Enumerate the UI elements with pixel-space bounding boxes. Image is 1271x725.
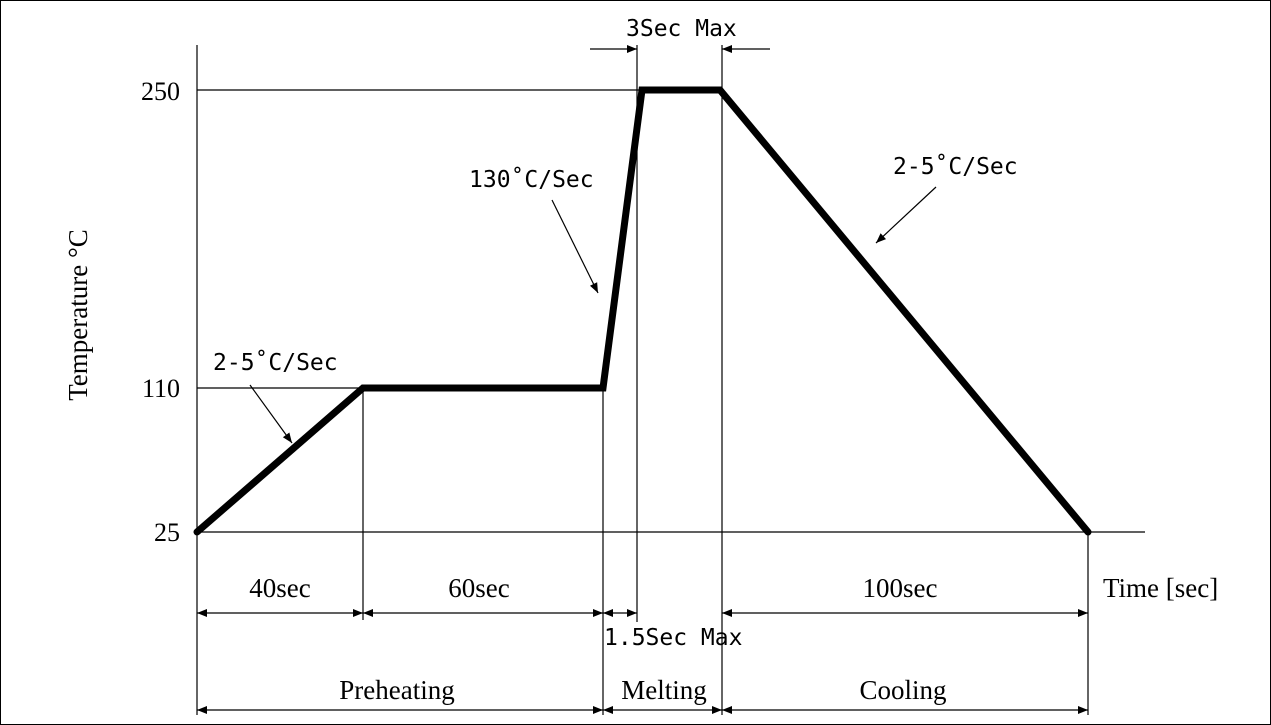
preheat-rate-arrow bbox=[249, 384, 293, 444]
y-axis-label: Temperature °C bbox=[63, 229, 93, 401]
cooling-duration-label: 100sec bbox=[863, 573, 938, 603]
y-tick-250: 250 bbox=[141, 77, 180, 106]
melt-ramp-time-label: 1.5Sec Max bbox=[604, 625, 742, 651]
cool-rate-arrow bbox=[875, 186, 937, 244]
peak-hold-label: 3Sec Max bbox=[626, 16, 737, 42]
preheat-ramp-rate-label: 2-5˚C/Sec bbox=[213, 349, 338, 376]
phase-melting-label: Melting bbox=[621, 675, 707, 705]
melt-ramp-rate-label: 130˚C/Sec bbox=[469, 166, 594, 193]
ramp-duration-label: 40sec bbox=[249, 573, 310, 603]
phase-preheating-label: Preheating bbox=[339, 675, 454, 705]
melt-rate-arrow bbox=[551, 199, 599, 294]
y-tick-110: 110 bbox=[142, 374, 180, 403]
x-axis-label: Time [sec] bbox=[1103, 573, 1218, 603]
temperature-profile-line bbox=[193, 86, 1092, 536]
phase-cooling-label: Cooling bbox=[859, 675, 946, 705]
soak-duration-label: 60sec bbox=[448, 573, 509, 603]
y-tick-25: 25 bbox=[154, 518, 180, 547]
cool-ramp-rate-label: 2-5˚C/Sec bbox=[893, 153, 1018, 180]
